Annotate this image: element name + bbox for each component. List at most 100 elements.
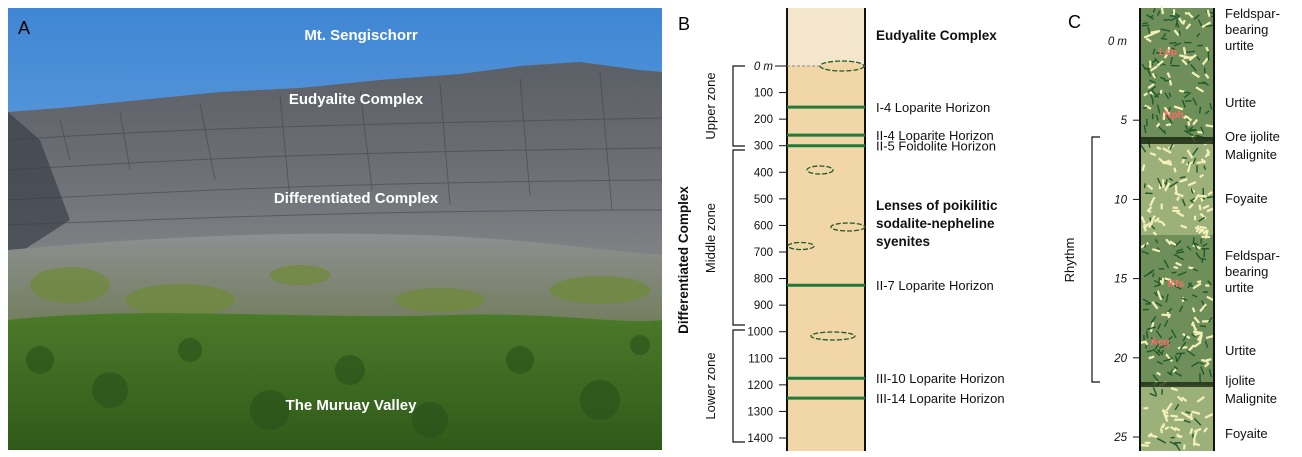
crystal-mark bbox=[1172, 368, 1177, 373]
crystal-mark bbox=[1198, 216, 1206, 222]
crystal-mark bbox=[1180, 224, 1188, 229]
crystal-mark bbox=[1177, 346, 1188, 350]
crystal-mark bbox=[1193, 331, 1204, 337]
crystal-mark bbox=[1159, 89, 1163, 95]
crystal-mark bbox=[1173, 105, 1184, 111]
mineral-nph: Nph bbox=[1164, 110, 1183, 121]
rock-label: Urtite bbox=[1225, 343, 1256, 358]
horizon-label: I-4 Loparite Horizon bbox=[876, 100, 990, 115]
zone-upper: Upper zone bbox=[703, 72, 718, 139]
crystal-mark bbox=[1155, 51, 1165, 55]
crystal-mark bbox=[1185, 23, 1192, 30]
crystal-mark bbox=[1147, 432, 1153, 438]
crystal-mark bbox=[1183, 91, 1192, 99]
crystal-mark bbox=[1199, 303, 1207, 313]
crystal-mark bbox=[1202, 243, 1208, 247]
crystal-mark bbox=[1152, 248, 1161, 253]
panel-c-letter: C bbox=[1068, 12, 1081, 32]
crystal-mark bbox=[1165, 238, 1172, 246]
crystal-mark bbox=[1193, 243, 1199, 251]
crystal-mark bbox=[1162, 112, 1166, 121]
crystal-mark bbox=[1154, 239, 1159, 244]
crystal-mark bbox=[1204, 362, 1210, 368]
crystal-mark bbox=[1205, 334, 1215, 339]
crystal-mark bbox=[1197, 194, 1207, 198]
crystal-mark bbox=[1181, 99, 1187, 108]
crystal-mark bbox=[1163, 53, 1169, 59]
depth-tick-label-c: 5 bbox=[1121, 115, 1128, 127]
crystal-mark bbox=[1166, 159, 1173, 167]
crystal-mark bbox=[1180, 411, 1189, 418]
crystal-mark bbox=[1167, 307, 1173, 313]
crystal-mark bbox=[1207, 191, 1213, 196]
crystal-mark bbox=[1164, 92, 1170, 100]
crystal-mark bbox=[1182, 419, 1191, 424]
crystal-mark bbox=[1174, 442, 1181, 452]
crystal-mark bbox=[1174, 403, 1180, 411]
crystal-mark bbox=[1204, 150, 1211, 158]
crystal-mark bbox=[1196, 333, 1203, 342]
column-b-body bbox=[787, 66, 865, 451]
crystal-mark bbox=[1181, 396, 1188, 402]
crystal-mark bbox=[1162, 412, 1169, 422]
depth-tick-label: 1400 bbox=[747, 433, 773, 445]
crystal-mark bbox=[1191, 71, 1200, 79]
cliff-strata bbox=[7, 71, 663, 226]
crystal-mark bbox=[1185, 126, 1194, 133]
crystal-mark bbox=[1195, 225, 1200, 233]
crystal-mark bbox=[1207, 316, 1213, 323]
panel-b-letter: B bbox=[678, 14, 690, 34]
crystal-mark bbox=[1190, 197, 1196, 202]
crystal-mark bbox=[1170, 329, 1177, 339]
crystal-mark bbox=[1196, 280, 1202, 284]
crystal-mark bbox=[1199, 362, 1204, 365]
vertical-title: Differentiated Complex bbox=[676, 186, 691, 334]
crystal-mark bbox=[1159, 428, 1164, 434]
crystal-mark bbox=[1202, 228, 1209, 235]
depth-tick-label: 200 bbox=[754, 114, 773, 126]
crystal-mark bbox=[1162, 147, 1172, 154]
crystal-mark bbox=[1186, 149, 1194, 159]
crystal-mark bbox=[1156, 348, 1164, 356]
crystal-mark bbox=[1163, 259, 1170, 269]
depth-tick-label: 600 bbox=[754, 220, 773, 232]
crystal-mark bbox=[1196, 32, 1201, 38]
crystal-mark bbox=[1194, 226, 1205, 233]
crystal-mark bbox=[1182, 46, 1187, 55]
crystal-mark bbox=[1173, 42, 1182, 47]
crystal-mark bbox=[1176, 196, 1180, 201]
crystal-mark bbox=[1171, 47, 1177, 51]
crystal-mark bbox=[1176, 434, 1183, 438]
depth-tick-label-c: 10 bbox=[1114, 194, 1127, 206]
depth-tick-label-c: 15 bbox=[1114, 274, 1127, 286]
crystal-mark bbox=[1152, 8, 1156, 13]
crystal-mark bbox=[1165, 402, 1173, 412]
crystal-mark bbox=[1181, 297, 1188, 301]
crystal-mark bbox=[1169, 425, 1177, 432]
crystal-mark bbox=[1149, 79, 1156, 84]
crystal-mark bbox=[1141, 250, 1150, 255]
crystal-mark bbox=[1152, 387, 1158, 396]
crystal-mark bbox=[1166, 72, 1171, 79]
depth-tick-label: 700 bbox=[754, 247, 773, 259]
crystal-mark bbox=[1150, 316, 1157, 324]
crystal-mark bbox=[1169, 240, 1177, 246]
crystal-mark bbox=[1205, 24, 1215, 28]
rock-label: Feldspar- bbox=[1225, 248, 1280, 263]
crystal-mark bbox=[1182, 156, 1187, 160]
depth-tick-label: 300 bbox=[754, 141, 773, 153]
crystal-mark bbox=[1152, 374, 1159, 382]
crystal-mark bbox=[1193, 417, 1202, 426]
crystal-mark bbox=[1196, 160, 1206, 165]
rock-label: bearing bbox=[1225, 264, 1268, 279]
crystal-mark bbox=[1206, 207, 1215, 213]
crystal-mark bbox=[1174, 240, 1182, 247]
crystal-mark bbox=[1187, 181, 1197, 187]
zero-label-c: 0 m bbox=[1108, 36, 1128, 48]
crystal-mark bbox=[1199, 173, 1204, 179]
crystal-mark bbox=[1156, 146, 1162, 150]
crystal-mark bbox=[1141, 63, 1147, 71]
rock-label: urtite bbox=[1225, 280, 1254, 295]
rhythm-label: Rhythm bbox=[1062, 238, 1077, 283]
